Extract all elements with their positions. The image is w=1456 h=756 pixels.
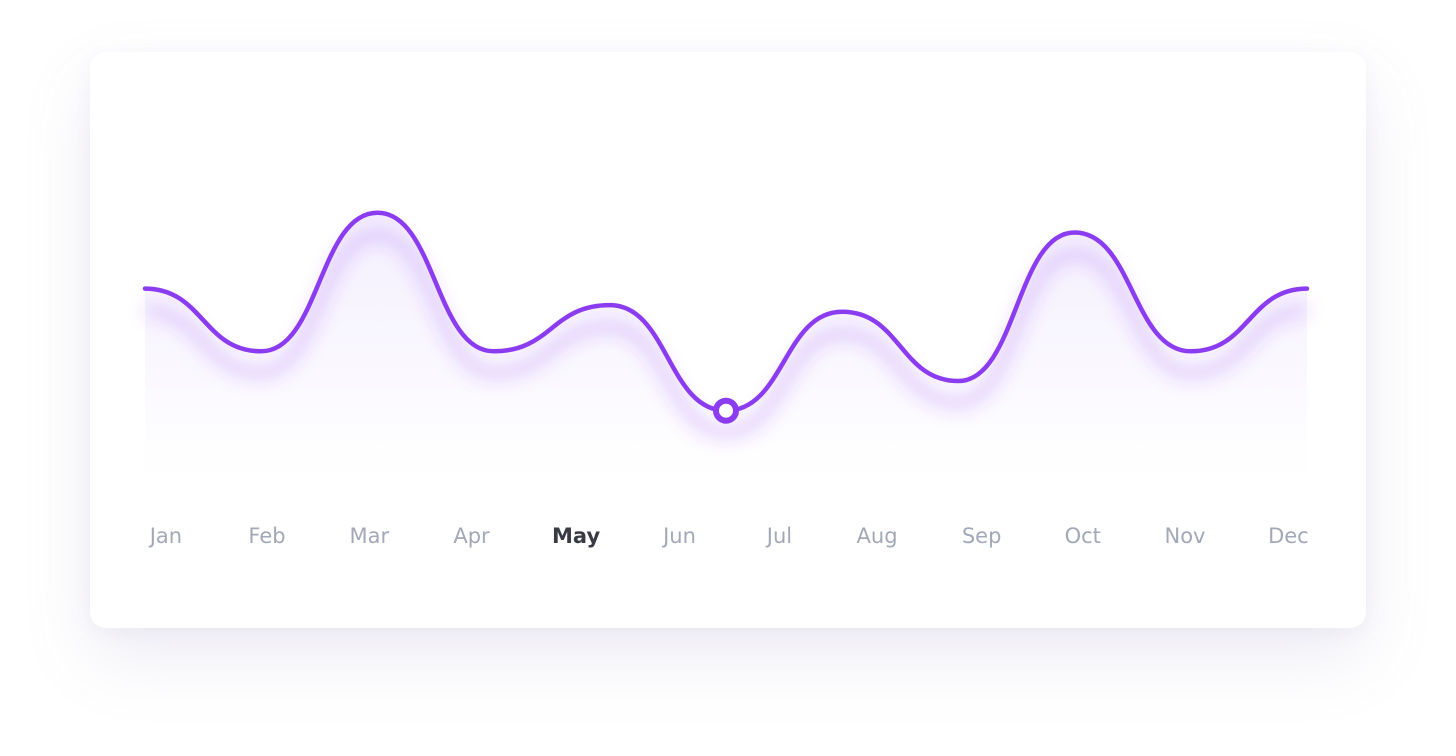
line-area [145, 212, 1307, 480]
x-tick-label: Oct [1065, 524, 1101, 548]
point-marker [713, 397, 739, 424]
x-tick-label: Jan [148, 524, 182, 548]
x-tick-label: Feb [248, 524, 285, 548]
x-tick-label: Aug [857, 524, 898, 548]
x-tick-label: Mar [349, 524, 389, 548]
line-glow [144, 230, 1308, 437]
x-tick-label: Jun [661, 524, 696, 548]
x-tick-label: Sep [962, 524, 1002, 548]
x-tick-label: Jul [765, 524, 792, 548]
x-tick-label: Nov [1164, 524, 1205, 548]
x-tick-label: Dec [1268, 524, 1309, 548]
x-tick-label: May [552, 524, 600, 548]
x-tick-label: Apr [453, 524, 490, 548]
